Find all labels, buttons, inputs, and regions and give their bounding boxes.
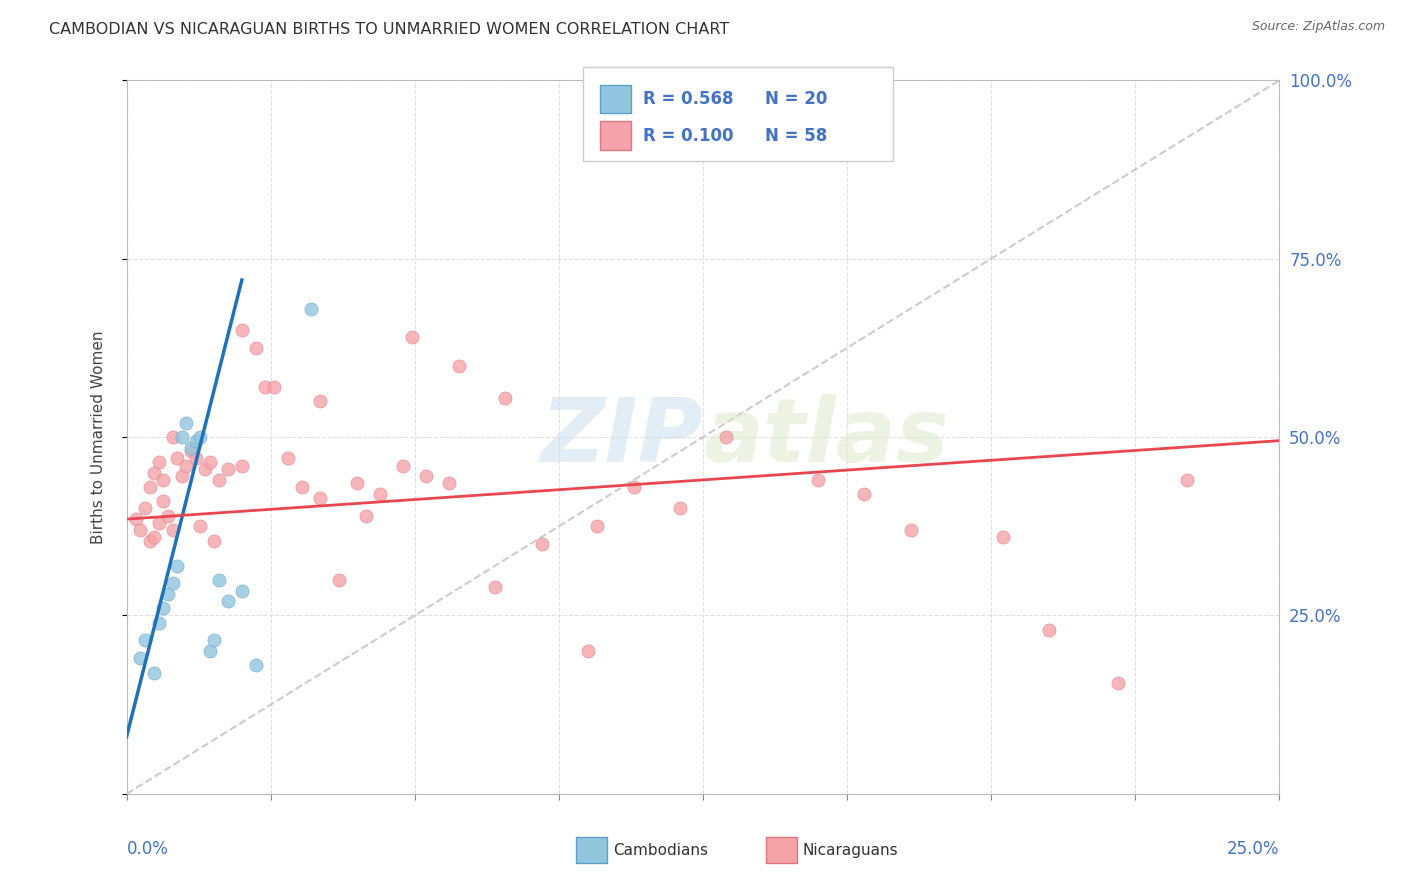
Point xyxy=(152,494,174,508)
Point xyxy=(138,480,160,494)
Point xyxy=(991,530,1014,544)
Point xyxy=(309,491,332,505)
Text: R = 0.100: R = 0.100 xyxy=(643,127,733,145)
Text: ZIP: ZIP xyxy=(540,393,703,481)
Point xyxy=(152,601,174,615)
Text: atlas: atlas xyxy=(703,393,949,481)
Point xyxy=(143,466,166,480)
Point xyxy=(853,487,876,501)
Point xyxy=(576,644,599,658)
Point xyxy=(900,523,922,537)
Point xyxy=(208,473,231,487)
Point xyxy=(231,323,253,337)
Point xyxy=(328,573,350,587)
Text: Source: ZipAtlas.com: Source: ZipAtlas.com xyxy=(1251,20,1385,33)
Point xyxy=(291,480,314,494)
Point xyxy=(129,651,152,665)
Point xyxy=(447,359,470,373)
Text: Nicaraguans: Nicaraguans xyxy=(803,843,898,857)
Point xyxy=(148,615,170,630)
Point xyxy=(202,533,225,548)
Y-axis label: Births to Unmarried Women: Births to Unmarried Women xyxy=(91,330,105,544)
Point xyxy=(143,530,166,544)
Point xyxy=(277,451,299,466)
Point xyxy=(392,458,415,473)
Point xyxy=(138,533,160,548)
Point xyxy=(125,512,148,526)
Point xyxy=(217,594,239,608)
Point xyxy=(176,458,198,473)
Point xyxy=(157,508,180,523)
Point xyxy=(1107,676,1129,690)
Point xyxy=(162,576,184,591)
Point xyxy=(170,469,193,483)
Point xyxy=(170,430,193,444)
Point xyxy=(309,394,332,409)
Point xyxy=(494,391,516,405)
Point xyxy=(217,462,239,476)
Point xyxy=(143,665,166,680)
Point xyxy=(439,476,461,491)
Point xyxy=(162,430,184,444)
Point xyxy=(134,501,156,516)
Point xyxy=(157,587,180,601)
Point xyxy=(184,434,207,448)
Point xyxy=(231,583,253,598)
Point xyxy=(194,462,217,476)
Point xyxy=(356,508,378,523)
Point xyxy=(299,301,322,316)
Point xyxy=(129,523,152,537)
Text: CAMBODIAN VS NICARAGUAN BIRTHS TO UNMARRIED WOMEN CORRELATION CHART: CAMBODIAN VS NICARAGUAN BIRTHS TO UNMARR… xyxy=(49,22,730,37)
Point xyxy=(198,455,221,469)
Point xyxy=(807,473,830,487)
Point xyxy=(198,644,221,658)
Point xyxy=(669,501,692,516)
Point xyxy=(484,580,506,594)
Text: 0.0%: 0.0% xyxy=(127,840,169,858)
Point xyxy=(188,430,211,444)
Point xyxy=(245,658,267,673)
Text: N = 58: N = 58 xyxy=(765,127,827,145)
Text: R = 0.568: R = 0.568 xyxy=(643,90,733,108)
Point xyxy=(152,473,174,487)
Point xyxy=(180,441,202,455)
Text: N = 20: N = 20 xyxy=(765,90,827,108)
Point xyxy=(586,519,609,533)
Point xyxy=(162,523,184,537)
Point xyxy=(1175,473,1198,487)
Point xyxy=(166,451,188,466)
Point xyxy=(245,341,267,355)
Text: 25.0%: 25.0% xyxy=(1227,840,1279,858)
Point xyxy=(530,537,553,551)
Point xyxy=(263,380,285,394)
Point xyxy=(176,416,198,430)
Point xyxy=(401,330,423,344)
Point xyxy=(202,633,225,648)
Point xyxy=(714,430,737,444)
Point xyxy=(188,519,211,533)
Point xyxy=(166,558,188,573)
Point xyxy=(1038,623,1060,637)
Point xyxy=(253,380,276,394)
Point xyxy=(231,458,253,473)
Point xyxy=(208,573,231,587)
Point xyxy=(184,451,207,466)
Point xyxy=(415,469,437,483)
Point xyxy=(180,444,202,458)
Point xyxy=(368,487,391,501)
Text: Cambodians: Cambodians xyxy=(613,843,709,857)
Point xyxy=(623,480,645,494)
Point xyxy=(134,633,156,648)
Point xyxy=(148,516,170,530)
Point xyxy=(148,455,170,469)
Point xyxy=(346,476,368,491)
